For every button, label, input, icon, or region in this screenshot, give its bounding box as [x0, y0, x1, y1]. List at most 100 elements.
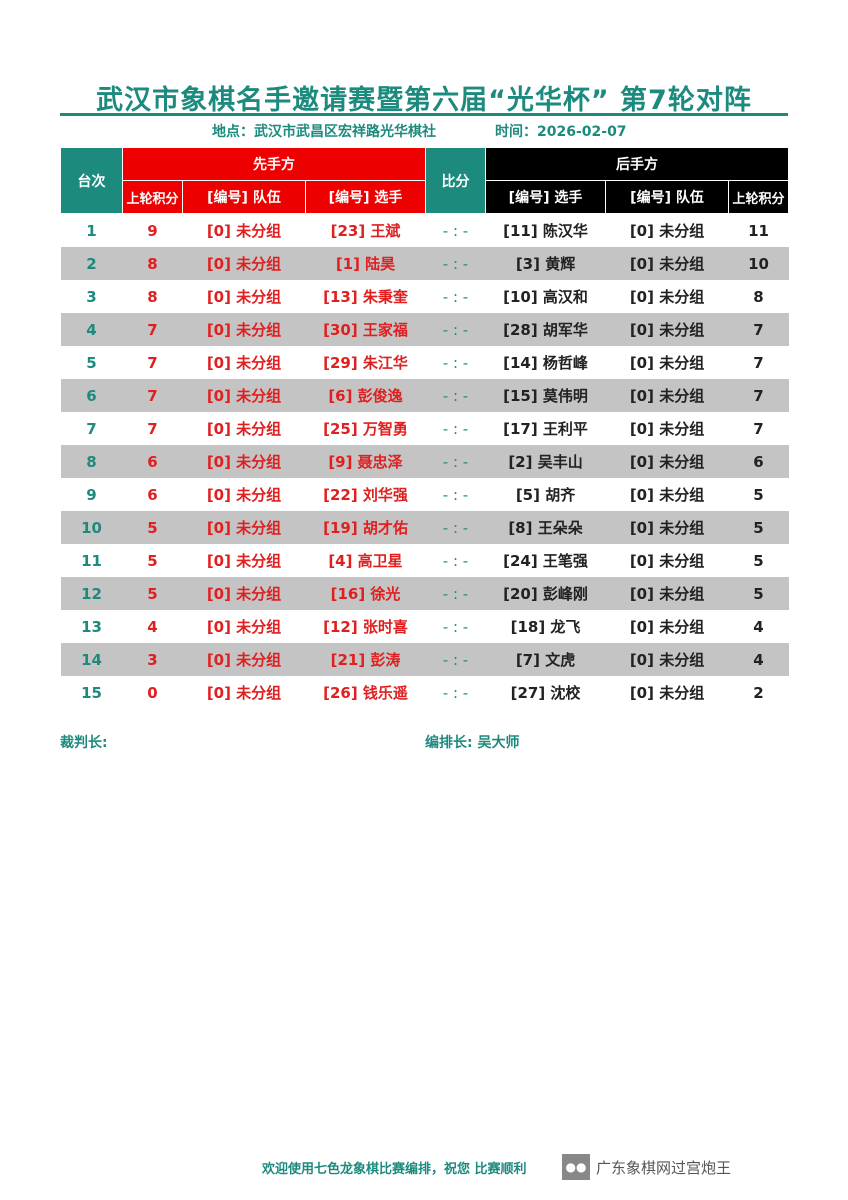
table-row: 14 3 [0] 未分组 [21] 彭涛 - : - [7] 文虎 [0] 未分组 4: [60, 643, 789, 676]
cell-prev-points-first: 6: [122, 445, 183, 478]
cell-player-first: [13] 朱秉奎: [323, 288, 408, 306]
cell-player-second: [3] 黄辉: [485, 247, 606, 280]
cell-table-no: 3: [86, 287, 97, 306]
table-row: 12 5 [0] 未分组 [16] 徐光 - : - [20] 彭峰刚 [0] 未分组 5: [60, 577, 789, 610]
cell-prev-points-second: 7: [728, 379, 789, 412]
cell-team-first: [0] 未分组: [206, 618, 282, 636]
cell-prev-points-first: 7: [147, 353, 158, 372]
cell-player-second: [20] 彭峰刚: [485, 577, 606, 610]
table-row: 6 7 [0] 未分组 [6] 彭俊逸 - : - [15] 莫伟明 [0] 未分组 7: [60, 379, 789, 412]
cell-prev-points-first: 7: [122, 379, 183, 412]
cell-player-first: [12] 张时喜: [323, 618, 408, 636]
cell-team-second: [0] 未分组: [605, 313, 729, 346]
table-row: 11 5 [0] 未分组 [4] 高卫星 - : - [24] 王笔强 [0] 未分组 5: [61, 544, 789, 577]
table-row: 5 7 [0] 未分组 [29] 朱江华 - : - [14] 杨哲峰 [0] 未分组 7: [61, 346, 789, 379]
cell-player-second: [5] 胡齐: [515, 486, 576, 504]
cell-player-first: [22] 刘华强: [323, 486, 408, 504]
cell-prev-points-first: 5: [147, 551, 158, 570]
cell-team-first: [0] 未分组: [182, 511, 306, 544]
pairing-table: 台次 先手方 比分 后手方 上轮积分 [编号] 队伍 [编号] 选手 [编号] …: [60, 147, 790, 709]
cell-team-first: [0] 未分组: [206, 420, 282, 438]
header-player-2: [编号] 选手: [485, 180, 607, 214]
cell-score: - : -: [425, 247, 486, 280]
date: 时间：2026-02-07: [495, 124, 627, 140]
table-row: 8 6 [0] 未分组 [9] 聂忠泽 - : - [2] 吴丰山 [0] 未分组 6: [60, 445, 789, 478]
cell-score: - : -: [425, 445, 486, 478]
cell-team-first: [0] 未分组: [182, 643, 306, 676]
cell-team-first: [0] 未分组: [182, 313, 306, 346]
cell-prev-points-second: 7: [753, 419, 764, 438]
cell-prev-points-second: 8: [753, 287, 764, 306]
title-divider: [60, 113, 788, 116]
cell-score: - : -: [442, 419, 469, 438]
cell-player-second: [24] 王笔强: [503, 552, 588, 570]
cell-team-second: [0] 未分组: [605, 445, 729, 478]
cell-team-second: [0] 未分组: [629, 354, 705, 372]
cell-score: - : -: [442, 353, 469, 372]
table-row: 15 0 [0] 未分组 [26] 钱乐遥 - : - [27] 沈校 [0] 未分组 2: [61, 676, 789, 709]
cell-score: - : -: [442, 617, 469, 636]
cell-table-no: 1: [86, 221, 97, 240]
cell-team-second: [0] 未分组: [629, 420, 705, 438]
cell-prev-points-second: 5: [753, 551, 764, 570]
table-row: 1 9 [0] 未分组 [23] 王斌 - : - [11] 陈汉华 [0] 未分组 11: [61, 214, 789, 248]
cell-prev-points-second: 5: [728, 511, 789, 544]
cell-team-second: [0] 未分组: [629, 486, 705, 504]
cell-player-first: [26] 钱乐遥: [323, 684, 408, 702]
table-row: 2 8 [0] 未分组 [1] 陆昊 - : - [3] 黄辉 [0] 未分组 10: [60, 247, 789, 280]
cell-player-second: [28] 胡军华: [485, 313, 606, 346]
cell-team-first: [0] 未分组: [206, 288, 282, 306]
cell-table-no: 9: [86, 485, 97, 504]
cell-team-second: [0] 未分组: [605, 379, 729, 412]
cell-prev-points-second: 2: [753, 683, 764, 702]
cell-team-first: [0] 未分组: [182, 379, 306, 412]
cell-team-second: [0] 未分组: [629, 222, 705, 240]
header-team-1: [编号] 队伍: [182, 180, 306, 214]
cell-score: - : -: [425, 313, 486, 346]
cell-score: - : -: [442, 551, 469, 570]
cell-table-no: 7: [86, 419, 97, 438]
cell-table-no: 14: [60, 643, 123, 676]
cell-player-first: [16] 徐光: [305, 577, 426, 610]
cell-player-first: [25] 万智勇: [323, 420, 408, 438]
cell-team-second: [0] 未分组: [605, 643, 729, 676]
cell-player-first: [23] 王斌: [330, 222, 401, 240]
cell-table-no: 15: [81, 683, 102, 702]
cell-prev-points-second: 5: [753, 485, 764, 504]
cell-player-first: [9] 聂忠泽: [305, 445, 426, 478]
footer-message: 欢迎使用七色龙象棋比赛编排，祝您 比赛顺利: [262, 1162, 527, 1177]
cell-table-no: 12: [60, 577, 123, 610]
cell-team-first: [0] 未分组: [206, 684, 282, 702]
cell-prev-points-first: 8: [147, 287, 158, 306]
cell-team-first: [0] 未分组: [206, 222, 282, 240]
cell-player-first: [19] 胡才佑: [305, 511, 426, 544]
cell-player-first: [1] 陆昊: [305, 247, 426, 280]
cell-table-no: 2: [60, 247, 123, 280]
cell-prev-points-first: 8: [122, 247, 183, 280]
cell-table-no: 6: [60, 379, 123, 412]
cell-player-first: [4] 高卫星: [328, 552, 403, 570]
table-row: 10 5 [0] 未分组 [19] 胡才佑 - : - [8] 王朵朵 [0] 未分组 5: [60, 511, 789, 544]
cell-player-second: [15] 莫伟明: [485, 379, 606, 412]
cell-prev-points-first: 3: [122, 643, 183, 676]
cell-prev-points-second: 6: [728, 445, 789, 478]
cell-prev-points-first: 6: [147, 485, 158, 504]
header-player-1: [编号] 选手: [304, 180, 427, 214]
cell-table-no: 4: [60, 313, 123, 346]
header-team-2: [编号] 队伍: [605, 180, 730, 214]
cell-score: - : -: [425, 643, 486, 676]
cell-score: - : -: [442, 221, 469, 240]
header-second-side: 后手方: [485, 147, 790, 181]
cell-team-first: [0] 未分组: [206, 486, 282, 504]
cell-player-first: [21] 彭涛: [305, 643, 426, 676]
cell-team-second: [0] 未分组: [629, 618, 705, 636]
watermark: ●● 广东象棋网过宫炮王: [562, 1154, 732, 1180]
table-row: 7 7 [0] 未分组 [25] 万智勇 - : - [17] 王利平 [0] 未分组 7: [61, 412, 789, 445]
table-row: 13 4 [0] 未分组 [12] 张时喜 - : - [18] 龙飞 [0] 未分组 4: [61, 610, 789, 643]
cell-table-no: 8: [60, 445, 123, 478]
wechat-icon: ●●: [562, 1154, 590, 1180]
table-row: 3 8 [0] 未分组 [13] 朱秉奎 - : - [10] 高汉和 [0] 未分组 8: [61, 280, 789, 313]
header-score: 比分: [425, 147, 487, 214]
cell-team-first: [0] 未分组: [182, 247, 306, 280]
